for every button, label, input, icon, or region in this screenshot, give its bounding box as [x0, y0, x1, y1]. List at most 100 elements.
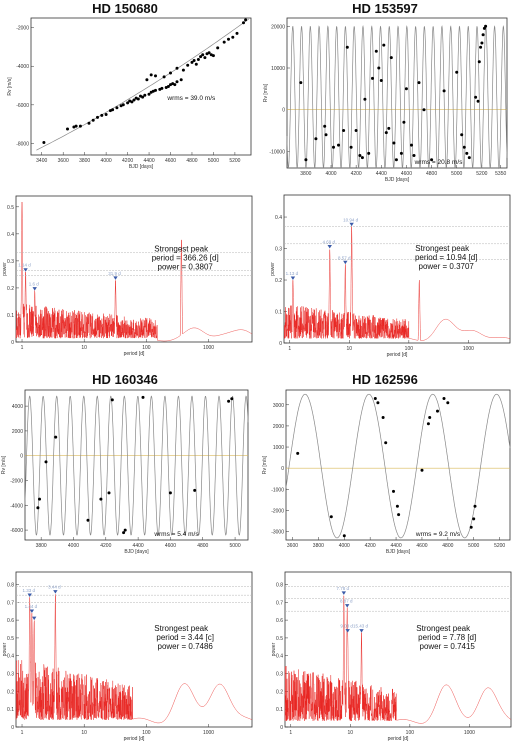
- rv-data-point: [227, 37, 230, 41]
- rv-x-tick-label: 4600: [165, 543, 176, 549]
- rv-y-tick-label: -6000: [10, 528, 23, 534]
- rv-y-tick-label: 3000: [273, 403, 284, 409]
- peak-marker-icon: [327, 245, 332, 249]
- rv-y-tick-label: 4000: [12, 404, 23, 410]
- peak-marker-icon: [341, 591, 347, 595]
- rv-x-tick-label: 3800: [313, 543, 324, 549]
- rv-data-point: [166, 85, 170, 88]
- rv-x-tick-label: 3800: [36, 543, 47, 549]
- rv-x-tick-label: 4400: [133, 543, 144, 549]
- rv-data-point: [145, 78, 149, 82]
- rv-y-tick-label: 10000: [271, 66, 285, 72]
- pg-y-tick-label: 0.7: [276, 600, 283, 606]
- rv-data-point: [115, 106, 119, 110]
- rv-data-point: [349, 145, 353, 149]
- peak-marker-icon: [349, 222, 354, 227]
- rv-x-tick-label: 4000: [325, 171, 336, 177]
- rv-data-point: [337, 143, 340, 147]
- peak-label: 4.69 d: [322, 240, 335, 245]
- rv-data-point: [175, 80, 179, 84]
- peak-marker-icon: [290, 276, 296, 281]
- rv-data-point: [442, 397, 446, 400]
- rv-data-point: [329, 515, 333, 519]
- pg-y-tick-label: 0.8: [276, 582, 283, 588]
- strongest-peak-period: period = 3.44 [c]: [156, 633, 214, 642]
- pg-x-tick-label: 100: [405, 346, 414, 352]
- strongest-peak-heading: Strongest peak: [154, 244, 209, 253]
- pg-y-tick-label: 0.1: [276, 707, 283, 713]
- rv-data-point: [44, 460, 48, 464]
- rv-x-axis-label: BJD [days]: [386, 549, 411, 555]
- rv-y-tick-label: 2000: [273, 424, 284, 430]
- rv-y-axis-label: Rv [m/s]: [263, 83, 269, 102]
- rv-data-point: [190, 60, 194, 64]
- rv-x-tick-label: 4200: [365, 543, 376, 549]
- rv-x-tick-label: 4600: [165, 158, 176, 164]
- rv-data-point: [481, 33, 485, 37]
- rv-data-point: [480, 41, 484, 45]
- rv-data-point: [314, 137, 318, 141]
- rv-data-point: [126, 101, 130, 105]
- rv-data-point: [104, 113, 108, 116]
- rv-data-point: [332, 145, 335, 149]
- rv-y-tick-label: -8000: [16, 141, 29, 147]
- rv-model-curve: [24, 395, 249, 536]
- rv-data-point: [422, 108, 426, 112]
- rv-data-point: [384, 131, 388, 135]
- star-title: HD 150680: [92, 1, 158, 16]
- rv-y-tick-label: -4000: [16, 64, 29, 70]
- periodogram-trace: [283, 226, 511, 341]
- rv-x-axis-label: BJD [days]: [129, 164, 154, 170]
- rv-data-point: [235, 31, 239, 35]
- periodogram-trace: [15, 201, 253, 342]
- peak-marker-icon: [345, 604, 350, 608]
- rv-data-point: [404, 87, 408, 91]
- pg-x-tick-label: 1000: [203, 730, 214, 736]
- rv-data-point: [216, 46, 220, 50]
- rv-x-tick-label: 5200: [229, 158, 240, 164]
- strongest-peak-heading: Strongest peak: [416, 624, 471, 633]
- rv-x-tick-label: 4000: [68, 543, 79, 549]
- rv-data-point: [175, 66, 179, 70]
- rv-data-point: [242, 21, 245, 25]
- rv-data-point: [160, 86, 164, 90]
- rv-data-point: [231, 35, 235, 39]
- rv-data-point: [479, 45, 483, 49]
- peak-label: 1.44 d: [25, 604, 38, 609]
- rv-model-curve: [36, 18, 250, 151]
- rv-data-point: [299, 81, 303, 85]
- rv-data-point: [99, 497, 103, 501]
- pg-x-tick-label: 1: [21, 730, 24, 736]
- pg-y-tick-label: 0: [280, 725, 283, 731]
- rv-data-point: [420, 468, 424, 472]
- rv-data-point: [381, 416, 385, 419]
- pg-y-tick-label: 0.2: [276, 689, 283, 695]
- rv-data-point: [141, 95, 145, 99]
- strongest-peak-power: power = 0.7486: [158, 642, 214, 651]
- strongest-peak-power: power = 0.3707: [419, 262, 475, 271]
- periodogram-trace: [284, 595, 512, 724]
- rv-x-tick-label: 4200: [100, 543, 111, 549]
- rms-label: wrms = 39.0 m/s: [166, 95, 216, 102]
- rv-y-tick-label: 2000: [12, 429, 23, 435]
- pg-y-tick-label: 0.1: [275, 310, 282, 316]
- pg-y-axis-label: power: [2, 262, 8, 276]
- rv-x-tick-label: 4200: [351, 171, 362, 177]
- rv-data-point: [244, 18, 248, 22]
- rv-data-point: [467, 156, 471, 160]
- rv-y-axis-label: Rv [m/s]: [7, 77, 13, 96]
- rv-data-point: [111, 108, 115, 112]
- pg-y-tick-label: 0.4: [276, 654, 283, 660]
- pg-y-tick-label: 0.3: [276, 672, 283, 678]
- rv-data-point: [227, 399, 231, 403]
- peak-label: 8.87 d: [340, 599, 353, 604]
- pg-x-tick-label: 1: [288, 346, 291, 352]
- rv-x-tick-label: 5350: [495, 171, 506, 177]
- rv-data-point: [392, 141, 396, 145]
- rv-data-point: [373, 397, 377, 400]
- pg-y-tick-label: 0.1: [7, 707, 14, 713]
- pg-x-axis-label: period [d]: [124, 736, 145, 742]
- rv-data-point: [473, 504, 477, 508]
- rv-y-tick-label: 1000: [273, 445, 284, 451]
